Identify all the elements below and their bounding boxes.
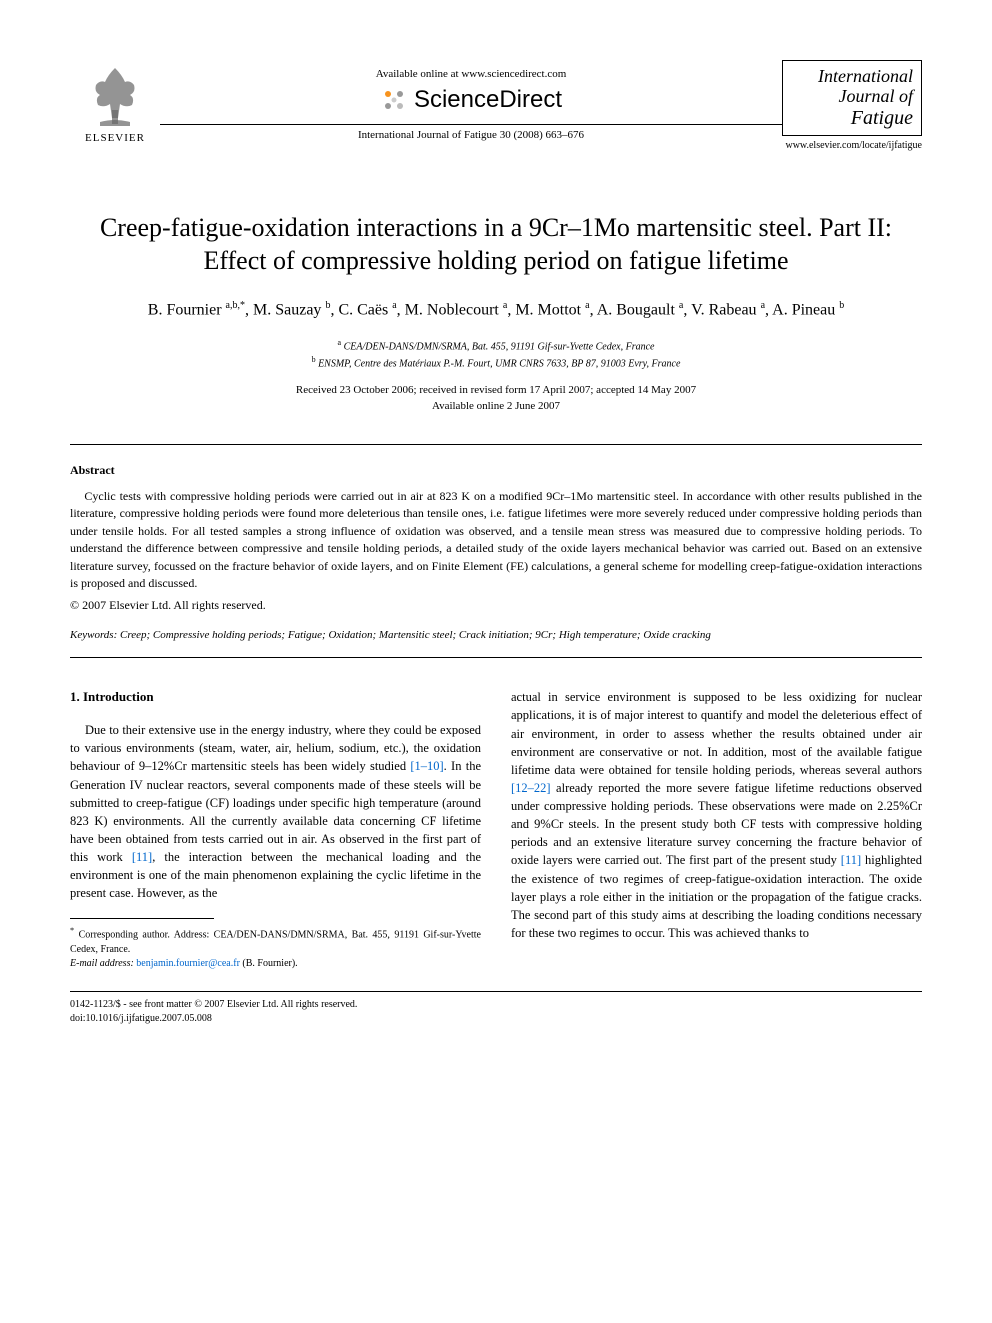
intro-para-left: Due to their extensive use in the energy…	[70, 721, 481, 902]
publisher-block: ELSEVIER	[70, 60, 160, 144]
section-1-heading: 1. Introduction	[70, 688, 481, 707]
page-container: ELSEVIER Available online at www.science…	[0, 0, 992, 1066]
keywords-text: Creep; Compressive holding periods; Fati…	[120, 629, 711, 641]
available-online-text: Available online at www.sciencedirect.co…	[160, 68, 782, 80]
footer-line1: 0142-1123/$ - see front matter © 2007 El…	[70, 998, 922, 1012]
sciencedirect-icon	[380, 86, 408, 114]
abstract-heading: Abstract	[70, 463, 922, 478]
affiliation-line: a CEA/DEN-DANS/DMN/SRMA, Bat. 455, 91191…	[70, 337, 922, 354]
header-row: ELSEVIER Available online at www.science…	[70, 60, 922, 181]
footnote-separator	[70, 918, 214, 919]
sciencedirect-logo[interactable]: ScienceDirect	[160, 86, 782, 114]
ref-link[interactable]: [1–10]	[410, 759, 443, 773]
abstract-top-rule	[70, 444, 922, 445]
authors-line: B. Fournier a,b,*, M. Sauzay b, C. Caës …	[70, 298, 922, 322]
sciencedirect-text: ScienceDirect	[414, 86, 562, 114]
journal-title-box: International Journal of Fatigue	[782, 60, 922, 136]
ref-link[interactable]: [12–22]	[511, 781, 551, 795]
publisher-label: ELSEVIER	[85, 132, 145, 144]
footnote-block: * Corresponding author. Address: CEA/DEN…	[70, 925, 481, 970]
article-title: Creep-fatigue-oxidation interactions in …	[70, 211, 922, 279]
ref-link[interactable]: [11]	[841, 853, 861, 867]
abstract-body: Cyclic tests with compressive holding pe…	[70, 488, 922, 592]
affiliations: a CEA/DEN-DANS/DMN/SRMA, Bat. 455, 91191…	[70, 337, 922, 372]
footer-text: 0142-1123/$ - see front matter © 2007 El…	[70, 998, 922, 1026]
email-label: E-mail address:	[70, 958, 134, 969]
body-columns: 1. Introduction Due to their extensive u…	[70, 688, 922, 970]
column-right: actual in service environment is suppose…	[511, 688, 922, 970]
abstract-bottom-rule	[70, 657, 922, 658]
journal-title-line1: International	[791, 67, 913, 87]
email-address[interactable]: benjamin.fournier@cea.fr	[136, 958, 240, 969]
dates-available: Available online 2 June 2007	[70, 399, 922, 414]
corresponding-text: Corresponding author. Address: CEA/DEN-D…	[70, 930, 481, 955]
journal-reference: International Journal of Fatigue 30 (200…	[160, 129, 782, 141]
dates-received: Received 23 October 2006; received in re…	[70, 383, 922, 398]
intro-para-right: actual in service environment is suppose…	[511, 688, 922, 942]
email-after: (B. Fournier).	[242, 958, 297, 969]
header-rule	[160, 124, 782, 125]
elsevier-tree-icon	[80, 60, 150, 130]
keywords-label: Keywords:	[70, 629, 117, 641]
journal-title-wrapper: International Journal of Fatigue www.els…	[782, 60, 922, 181]
article-dates: Received 23 October 2006; received in re…	[70, 383, 922, 414]
journal-url[interactable]: www.elsevier.com/locate/ijfatigue	[782, 140, 922, 151]
email-line: E-mail address: benjamin.fournier@cea.fr…	[70, 957, 481, 971]
journal-title-line3: Fatigue	[791, 107, 913, 129]
journal-title-line2: Journal of	[791, 87, 913, 107]
column-left: 1. Introduction Due to their extensive u…	[70, 688, 481, 970]
center-header: Available online at www.sciencedirect.co…	[160, 60, 782, 141]
ref-link[interactable]: [11]	[132, 850, 152, 864]
footer-rule	[70, 991, 922, 992]
affiliation-line: b ENSMP, Centre des Matériaux P.-M. Four…	[70, 354, 922, 371]
corresponding-author: * Corresponding author. Address: CEA/DEN…	[70, 925, 481, 956]
footer-doi: doi:10.1016/j.ijfatigue.2007.05.008	[70, 1012, 922, 1026]
abstract-copyright: © 2007 Elsevier Ltd. All rights reserved…	[70, 598, 922, 613]
keywords-line: Keywords: Creep; Compressive holding per…	[70, 629, 922, 641]
